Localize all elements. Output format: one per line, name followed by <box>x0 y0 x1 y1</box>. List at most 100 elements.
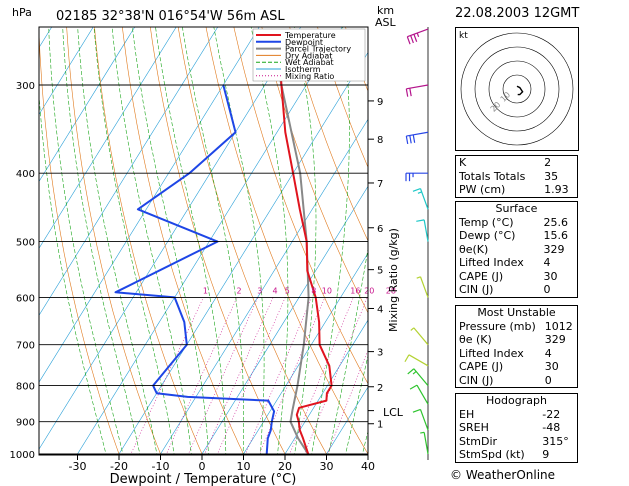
mixing-ratio-line <box>130 297 204 455</box>
km-tick-label: 4 <box>377 304 383 315</box>
table-row-value: 9 <box>542 448 550 461</box>
wind-barb-staff <box>419 409 429 431</box>
wind-barb-half-flag <box>410 327 415 331</box>
table-row-value: 15.6 <box>543 229 569 242</box>
km-tick-label: 8 <box>377 135 383 146</box>
hodograph-unit-label: kt <box>459 31 468 41</box>
pressure-tick-label: 700 <box>16 341 35 352</box>
x-tick-label: -30 <box>69 460 87 473</box>
legend-item-label: Parcel Trajectory <box>285 45 351 54</box>
most-unstable-table: Most Unstable Pressure (mb) 1012 θe (K) 329 L… <box>455 305 578 388</box>
table-row: PW (cm) 1.93 <box>456 183 578 197</box>
x-tick-label: -20 <box>110 460 128 473</box>
hodograph-ring <box>460 32 574 146</box>
wind-barb-staff <box>419 276 429 298</box>
wind-barb-flag <box>409 135 412 144</box>
wind-barb-flag <box>409 384 418 390</box>
mixing-ratio-tick-label: 8 <box>311 286 316 295</box>
wind-barb <box>416 219 429 242</box>
mixing-ratio-tick-label: 28 <box>386 286 396 295</box>
wind-barb <box>405 84 429 97</box>
km-tick-label: 5 <box>377 266 383 277</box>
hodograph-ring <box>502 74 532 104</box>
wind-barb <box>404 354 429 367</box>
mixing-ratio-line <box>303 297 368 455</box>
table-row: Lifted Index 4 <box>456 347 578 361</box>
wind-barb-flag <box>409 88 412 97</box>
wet-adiabat-line <box>48 27 124 455</box>
dry-adiabat-line <box>66 27 162 455</box>
x-tick-label: 40 <box>361 460 375 473</box>
table-section-title: Surface <box>495 202 538 215</box>
wind-barb <box>412 408 429 431</box>
wind-barb-half-flag <box>420 431 425 434</box>
table-row-value: -22 <box>542 407 561 421</box>
wind-barb-flag <box>412 188 421 192</box>
legend-item-label: Dry Adiabat <box>285 51 332 60</box>
pressure-tick-label: 300 <box>16 81 35 92</box>
wind-barb-staff <box>416 384 429 405</box>
wind-barb-staff <box>423 432 429 455</box>
wet-adiabat-line <box>328 246 368 455</box>
wind-barb-half-flag <box>417 191 422 194</box>
table-row-value: 35 <box>544 169 559 183</box>
isotherm-line <box>284 319 368 455</box>
isotherm-line <box>39 27 53 49</box>
table-row-label: PW (cm) <box>459 183 506 196</box>
wind-barb-flag <box>405 88 409 97</box>
mixing-ratio-line <box>288 297 354 455</box>
legend-item-label: Isotherm <box>285 65 321 74</box>
wet-adiabat-line <box>361 430 368 455</box>
table-section-title: Hodograph <box>486 394 547 407</box>
table-row-label: SREH <box>459 421 489 434</box>
isotherm-line <box>0 0 51 469</box>
plot-frame <box>38 26 369 456</box>
dry-adiabat-line <box>317 27 368 168</box>
legend-item-label: Wet Adiabat <box>285 58 334 67</box>
table-row-value: 329 <box>544 333 566 346</box>
wet-adiabat-line <box>62 27 141 455</box>
table-row: StmDir 315° <box>456 435 578 449</box>
table-row: EH -22 <box>456 408 578 422</box>
legend-item-label: Temperature <box>284 31 336 40</box>
table-section-title: Most Unstable <box>477 306 556 319</box>
hodograph-trace <box>516 85 524 96</box>
table-row: StmSpd (kt) 9 <box>456 448 578 462</box>
wind-barb-staff <box>423 219 429 242</box>
table-row-value: 1.93 <box>544 183 569 196</box>
wind-barb-half-flag <box>412 370 417 375</box>
isotherm-line <box>0 0 10 469</box>
datetime: 22.08.2003 12GMT <box>455 6 580 21</box>
surface-table: Surface Temp (°C) 25.6 Dewp (°C) 15.6 θe(K) 32… <box>455 201 578 298</box>
dry-adiabat-line <box>149 27 286 455</box>
pressure-tick-label: 400 <box>16 169 35 180</box>
isotherm-line <box>118 51 368 455</box>
dry-adiabat-line <box>289 27 368 242</box>
table-row-label: Temp (°C) <box>459 215 514 229</box>
wet-adiabat-line <box>132 27 209 455</box>
dry-adiabat-line <box>177 27 328 455</box>
wind-barb <box>405 172 428 182</box>
mixing-ratio-line <box>165 297 238 455</box>
wet-adiabat-line <box>77 27 158 455</box>
wind-barb-staff <box>413 368 429 386</box>
hodograph-ring <box>488 60 546 118</box>
hodograph-ring <box>474 46 560 132</box>
mixing-ratio-axis-label: Mixing Ratio (g/kg) <box>387 228 400 332</box>
wind-barb <box>412 188 429 210</box>
wet-adiabat-line <box>213 27 265 455</box>
table-row: SREH -48 <box>456 421 578 435</box>
diagram-axes: 1 2 3 4 5 8 10 16 20 283004005006007008009001000-… <box>10 27 396 473</box>
dry-adiabat-line <box>352 0 450 469</box>
wind-barb <box>410 327 429 346</box>
table-row-label: Pressure (mb) <box>459 319 536 333</box>
table-row-label: CAPE (J) <box>459 360 504 373</box>
km-label: km <box>377 4 394 17</box>
table-row: θe (K) 329 <box>456 333 578 347</box>
mixing-ratio-line <box>326 349 368 455</box>
wind-barb-flag <box>406 36 411 45</box>
skewt-diagram: 1 2 3 4 5 8 10 16 20 283004005006007008009001000-… <box>0 0 450 486</box>
x-tick-label: 20 <box>278 460 292 473</box>
pressure-tick-label: 1000 <box>10 450 35 461</box>
